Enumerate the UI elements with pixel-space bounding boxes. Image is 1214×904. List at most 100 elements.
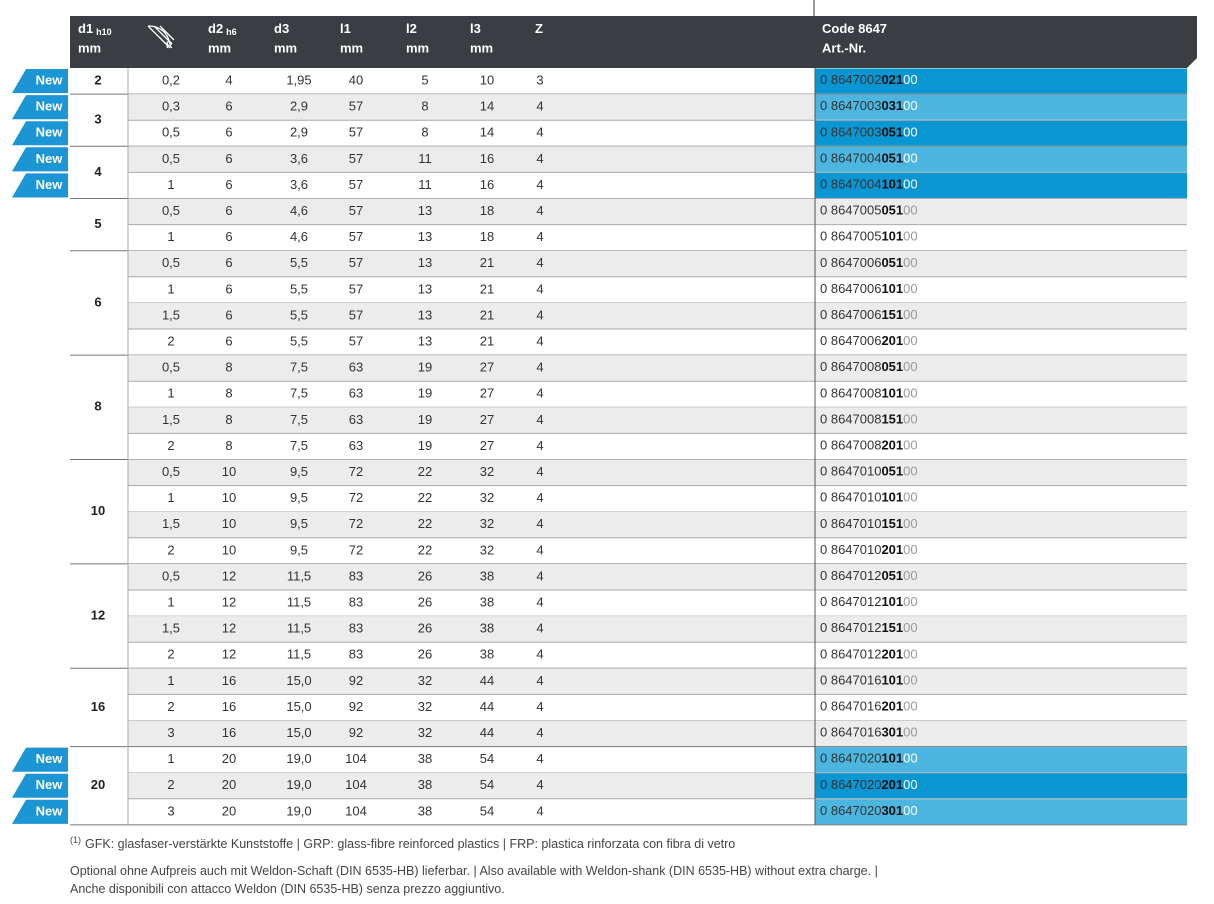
cell: 4,6 (290, 203, 308, 218)
code-key: 051 (881, 151, 903, 166)
code-prefix: 0 8647010 (820, 490, 881, 505)
cell: 22 (418, 542, 432, 557)
cell: 4 (225, 72, 232, 87)
code-key: 201 (881, 438, 903, 453)
code-key: 051 (881, 255, 903, 270)
cell: 1 (167, 751, 174, 766)
cell: 1,5 (162, 621, 180, 636)
code-prefix: 0 8647010 (820, 464, 881, 479)
article-number: 0 864701630100 (820, 725, 918, 740)
code-suffix: 00 (903, 72, 917, 87)
cell: 6 (225, 203, 232, 218)
cell: 0,5 (162, 125, 180, 140)
cell: 21 (480, 255, 494, 270)
code-suffix: 00 (903, 516, 917, 531)
cell: 4 (536, 360, 543, 375)
cell: 4 (536, 177, 543, 192)
code-key: 051 (881, 464, 903, 479)
cell: 7,5 (290, 412, 308, 427)
cell: 12 (222, 621, 236, 636)
code-suffix: 00 (903, 464, 917, 479)
header-label: R (166, 40, 173, 50)
code-suffix: 00 (903, 203, 917, 218)
cell: 57 (349, 203, 363, 218)
cell: 1,95 (286, 72, 311, 87)
row-shade (128, 146, 815, 173)
header-text: l3 (470, 21, 481, 36)
d1-value: 10 (91, 503, 105, 518)
cell: 4 (536, 725, 543, 740)
code-prefix: 0 8647012 (820, 594, 881, 609)
cell: 6 (225, 125, 232, 140)
cell: 83 (349, 647, 363, 662)
cell: 38 (480, 621, 494, 636)
cell: 4 (536, 333, 543, 348)
header-sub: h6 (226, 27, 237, 37)
code-prefix: 0 8647020 (820, 777, 881, 792)
article-number: 0 864700805100 (820, 360, 918, 375)
cell: 92 (349, 725, 363, 740)
cell: 14 (480, 99, 494, 114)
article-number: 0 864700610100 (820, 281, 918, 296)
article-number: 0 864701220100 (820, 647, 918, 662)
code-shade (815, 355, 1187, 382)
code-key: 101 (881, 229, 903, 244)
header-text: Z (535, 21, 543, 36)
code-prefix: 0 8647008 (820, 386, 881, 401)
cell: 4 (536, 125, 543, 140)
new-label: New (36, 72, 64, 87)
code-suffix: 00 (903, 751, 917, 766)
row-shade (128, 459, 815, 486)
cell: 57 (349, 229, 363, 244)
cell: 32 (480, 516, 494, 531)
header-label: l1 (340, 21, 351, 36)
cell: 9,5 (290, 490, 308, 505)
cell: 13 (418, 333, 432, 348)
code-key: 101 (881, 281, 903, 296)
cell: 4,6 (290, 229, 308, 244)
cell: 6 (225, 151, 232, 166)
header-label: Code 8647 (822, 21, 887, 36)
header-sub: h10 (96, 27, 112, 37)
code-shade (815, 459, 1187, 486)
new-badge (12, 773, 68, 798)
cell: 32 (480, 464, 494, 479)
article-number: 0 864700810100 (820, 386, 918, 401)
header-text: l2 (406, 21, 417, 36)
code-prefix: 0 8647016 (820, 673, 881, 688)
cell: 1 (167, 594, 174, 609)
cell: 83 (349, 594, 363, 609)
cell: 11,5 (287, 594, 311, 609)
cell: 0,2 (162, 72, 180, 87)
cell: 4 (536, 386, 543, 401)
cell: 6 (225, 281, 232, 296)
article-number: 0 864700505100 (820, 203, 918, 218)
d1-value: 5 (94, 216, 101, 231)
cell: 11,5 (287, 568, 311, 583)
cell: 63 (349, 412, 363, 427)
cell: 11,5 (287, 621, 311, 636)
cell: 22 (418, 464, 432, 479)
cell: 4 (536, 281, 543, 296)
code-key: 051 (881, 568, 903, 583)
code-prefix: 0 8647005 (820, 203, 881, 218)
cell: 2 (167, 333, 174, 348)
cell: 5 (421, 72, 428, 87)
code-suffix: 00 (903, 125, 917, 140)
code-prefix: 0 8647012 (820, 568, 881, 583)
cell: 1 (167, 490, 174, 505)
d1-value: 3 (94, 112, 101, 127)
code-key: 051 (881, 125, 903, 140)
cell: 20 (222, 751, 236, 766)
cell: 57 (349, 307, 363, 322)
cell: 15,0 (286, 725, 311, 740)
cell: 4 (536, 594, 543, 609)
cell: 16 (480, 151, 494, 166)
cell: 4 (536, 438, 543, 453)
code-prefix: 0 8647016 (820, 699, 881, 714)
cell: 13 (418, 307, 432, 322)
code-shade (815, 720, 1187, 747)
cell: 18 (480, 203, 494, 218)
cell: 57 (349, 255, 363, 270)
d1-value: 16 (91, 699, 105, 714)
